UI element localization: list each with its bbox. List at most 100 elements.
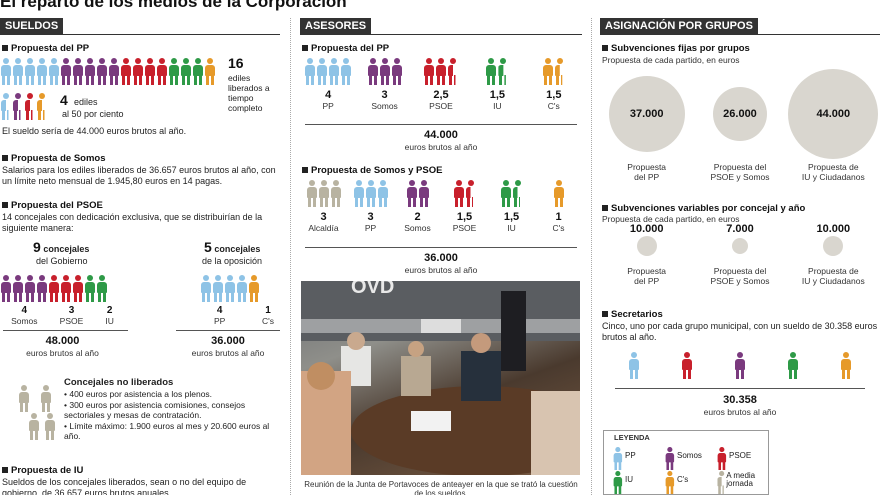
person-icon bbox=[377, 180, 389, 207]
person-icon bbox=[554, 58, 566, 85]
asesores-pp-groups: 4 PP 3 Somos 2,5 PSOE 1,5 IU 1,5 C's bbox=[300, 58, 582, 118]
pp-liberados-number: 16 bbox=[228, 55, 244, 71]
circle-item: 26.000 Propuesta del PSOE y Somos bbox=[693, 66, 786, 182]
count-item: 3 PSOE bbox=[60, 305, 84, 326]
person-icon bbox=[40, 385, 52, 412]
person-icon bbox=[787, 352, 799, 379]
no-liberados-figures bbox=[18, 385, 58, 445]
legend-label: A media jornada bbox=[726, 471, 756, 488]
meeting-photo: OVD bbox=[301, 281, 580, 475]
count-number: 4 bbox=[21, 305, 28, 316]
no-liberados-heading: Concejales no liberados bbox=[64, 377, 174, 388]
list-item: • 300 euros por asistencia comisiones, c… bbox=[64, 399, 246, 421]
person-icon bbox=[453, 180, 465, 207]
asesores-group: 2,5 PSOE bbox=[413, 58, 469, 111]
psoe-oposicion-amount: 36.000 bbox=[211, 335, 245, 347]
person-icon bbox=[156, 58, 168, 85]
count-number: 2,5 bbox=[433, 89, 449, 101]
legend-items: PP Somos PSOE IU C's A media jornada bbox=[612, 444, 768, 494]
count-item: 4 PP bbox=[214, 305, 225, 326]
person-icon bbox=[340, 58, 352, 85]
count-label: Somos bbox=[404, 223, 431, 233]
circle-label: Propuesta del bbox=[713, 162, 767, 172]
circle-item: 10.000 Propuesta del PP bbox=[600, 223, 693, 286]
legend-label: Somos bbox=[677, 451, 702, 460]
person-icon bbox=[665, 470, 675, 494]
secretarios-text: Cinco, uno por cada grupo municipal, con… bbox=[602, 321, 878, 342]
person-icon bbox=[72, 275, 84, 302]
legend-item-cs: C's bbox=[664, 468, 716, 494]
sueldos-iu-heading: Propuesta de IU bbox=[2, 465, 83, 476]
secretarios-amount: 30.358 bbox=[723, 394, 757, 406]
count-label: IU bbox=[507, 223, 516, 233]
count-label: PP bbox=[322, 101, 334, 111]
person-icon bbox=[500, 180, 512, 207]
legend-item-pp: PP bbox=[612, 444, 664, 470]
person-icon bbox=[84, 58, 96, 85]
psoe-gobierno-counts: 4 Somos 3 PSOE 2 IU bbox=[0, 305, 125, 326]
circle-value: 10.000 bbox=[629, 223, 664, 235]
person-icon bbox=[60, 275, 72, 302]
person-icon bbox=[12, 58, 24, 85]
person-icon bbox=[224, 275, 236, 302]
psoe-gobierno-label: 9 concejales bbox=[33, 239, 90, 255]
pp-sueldo-text: El sueldo sería de 44.000 euros brutos a… bbox=[2, 126, 187, 136]
person-icon bbox=[192, 58, 204, 85]
person-icon bbox=[120, 58, 132, 85]
rule bbox=[305, 124, 577, 125]
count-item: 4 Somos bbox=[11, 305, 37, 326]
fijas-note: Propuesta de cada partido, en euros bbox=[602, 55, 740, 65]
person-icon bbox=[418, 180, 430, 207]
person-icon bbox=[734, 352, 746, 379]
section-header-asesores: ASESORES bbox=[300, 18, 372, 35]
circle-label: Propuesta bbox=[627, 266, 667, 276]
person-icon bbox=[72, 58, 84, 85]
person-icon bbox=[96, 58, 108, 85]
rule bbox=[305, 247, 577, 248]
person-icon bbox=[553, 180, 565, 207]
person-icon bbox=[485, 58, 497, 85]
count-number: 1 bbox=[555, 211, 562, 223]
page-title: El reparto de los medios de la Corporaci… bbox=[0, 0, 347, 11]
psoe-gobierno-amount-text: euros brutos al año bbox=[26, 348, 99, 358]
legend-label: IU bbox=[625, 475, 633, 484]
asesores-pp-heading: Propuesta del PP bbox=[302, 43, 389, 54]
legend-item-somos: Somos bbox=[664, 444, 716, 470]
asesores-group: 3 Somos bbox=[356, 58, 412, 111]
count-label: C's bbox=[552, 223, 565, 233]
person-icon bbox=[36, 58, 48, 85]
circle-value: 7.000 bbox=[726, 223, 754, 235]
legend: LEYENDA PP Somos PSOE IU C's A media jornada bbox=[603, 430, 769, 495]
count-label: PP bbox=[214, 316, 226, 326]
sueldos-psoe-heading: Propuesta del PSOE bbox=[2, 200, 103, 211]
count-number: 4 bbox=[216, 305, 223, 316]
person-icon bbox=[379, 58, 391, 85]
count-label: PSOE bbox=[452, 223, 477, 233]
person-icon bbox=[435, 58, 447, 85]
person-icon bbox=[36, 93, 48, 120]
circle-label: Propuesta de bbox=[808, 266, 859, 276]
person-icon bbox=[212, 275, 224, 302]
psoe-oposicion-label: 5 concejales bbox=[204, 239, 261, 255]
count-number: 4 bbox=[325, 89, 332, 101]
count-number: 3 bbox=[68, 305, 75, 316]
person-icon bbox=[465, 180, 477, 207]
sueldos-pp-heading: Propuesta del PP bbox=[2, 43, 89, 54]
person-icon bbox=[304, 58, 316, 85]
circle-label: IU y Ciudadanos bbox=[801, 172, 865, 182]
legend-label: C's bbox=[677, 475, 689, 484]
variables-circles: 10.000 Propuesta del PP 7.000 Propuesta del P… bbox=[600, 223, 880, 298]
circle-value: 10.000 bbox=[816, 223, 851, 235]
pp-liberados-figures bbox=[0, 58, 216, 85]
circle-label: del PP bbox=[634, 172, 660, 182]
person-icon bbox=[306, 180, 318, 207]
asesores-somos-psoe-amount-text: euros brutos al año bbox=[404, 265, 478, 275]
asesores-group: 2 Somos bbox=[394, 180, 441, 233]
count-number: 1,5 bbox=[456, 211, 473, 223]
person-icon bbox=[132, 58, 144, 85]
person-icon bbox=[144, 58, 156, 85]
list-item: • Límite máximo: 1.900 euros al mes y 20… bbox=[64, 420, 270, 442]
psoe-gobierno-figures bbox=[0, 275, 108, 302]
circle-label: PSOE y Somos bbox=[710, 172, 770, 182]
asesores-group: 3 Alcaldía bbox=[300, 180, 347, 233]
